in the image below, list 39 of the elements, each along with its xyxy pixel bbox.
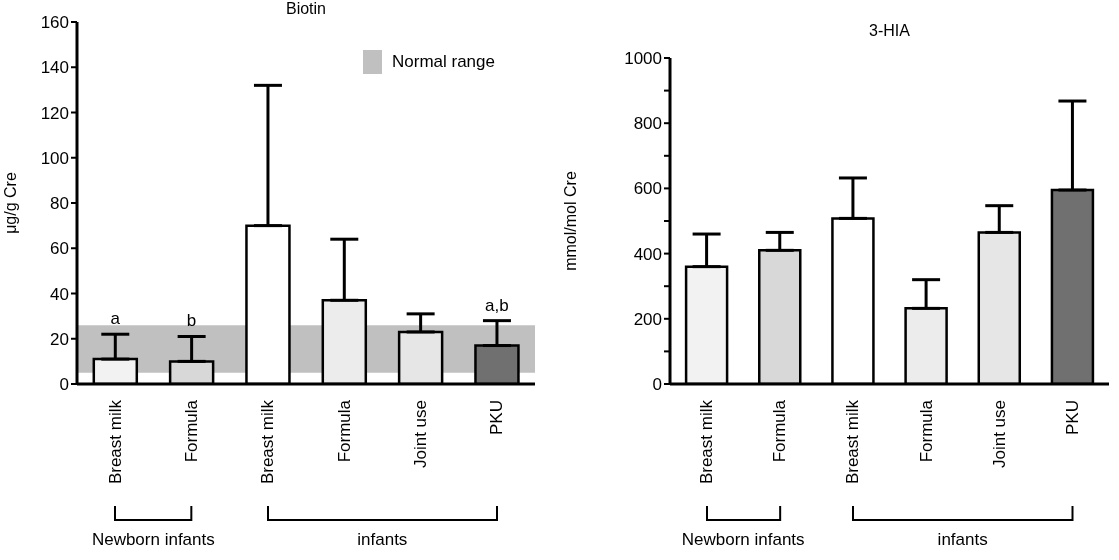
legend-label: Normal range bbox=[392, 52, 495, 72]
y-tick-label: 160 bbox=[40, 13, 69, 33]
y-tick-label: 80 bbox=[50, 194, 69, 214]
annotation: a,b bbox=[485, 295, 509, 315]
x-tick-label: PKU bbox=[487, 400, 507, 435]
x-tick-label: Breast milk bbox=[843, 399, 863, 485]
y-tick-label: 40 bbox=[50, 284, 69, 304]
x-tick-label: Formula bbox=[182, 399, 201, 463]
annotation: b bbox=[186, 311, 197, 331]
y-tick-label: 400 bbox=[633, 244, 662, 264]
chart-title: Biotin bbox=[285, 0, 327, 18]
text: Newborn infants bbox=[680, 530, 806, 550]
y-tick-label: 1000 bbox=[624, 49, 662, 69]
x-tick-label: Breast milk bbox=[105, 399, 125, 485]
x-tick-label: Formula bbox=[334, 399, 354, 463]
x-tick-label: Joint use bbox=[411, 400, 430, 469]
x-tick-label: Formula bbox=[770, 399, 790, 463]
y-tick-label: 0 bbox=[59, 375, 69, 395]
y-tick-label: 0 bbox=[652, 375, 662, 395]
x-tick-label: Breast milk bbox=[258, 399, 278, 485]
text: infants bbox=[356, 530, 409, 550]
y-tick-label: 600 bbox=[633, 179, 662, 199]
x-tick-label: Breast milk bbox=[697, 399, 717, 485]
y-tick-label: 100 bbox=[40, 148, 69, 168]
text: infants bbox=[936, 530, 989, 550]
x-tick-label: Joint use bbox=[989, 400, 1009, 469]
annotation: a bbox=[110, 309, 121, 329]
y-axis-title: mmol/mol Cre bbox=[561, 171, 579, 271]
text: Newborn infants bbox=[90, 530, 216, 550]
y-tick-label: 120 bbox=[40, 103, 69, 123]
chart-title: 3-HIA bbox=[868, 22, 911, 40]
x-tick-label: PKU bbox=[1062, 400, 1082, 435]
y-tick-label: 60 bbox=[50, 239, 69, 259]
y-tick-label: 800 bbox=[633, 114, 662, 134]
y-tick-label: 20 bbox=[50, 329, 69, 349]
x-tick-label: Formula bbox=[916, 399, 936, 463]
y-tick-label: 200 bbox=[633, 309, 662, 329]
y-axis-title: μg/g Cre bbox=[1, 172, 19, 234]
y-tick-label: 140 bbox=[40, 58, 69, 78]
